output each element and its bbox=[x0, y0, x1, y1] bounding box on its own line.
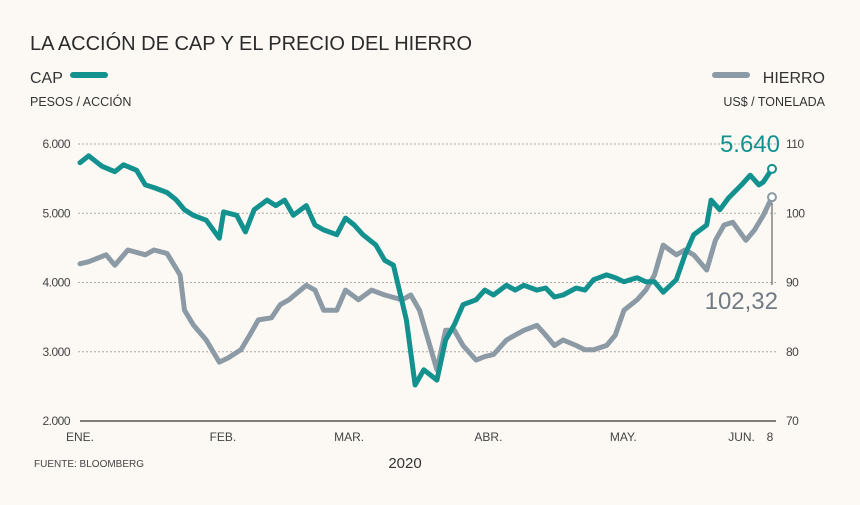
left-tick-label: 6.000 bbox=[42, 137, 70, 151]
right-axis-ticks: 110 100 90 80 70 bbox=[786, 137, 806, 428]
left-tick-label: 5.000 bbox=[42, 206, 70, 220]
x-axis-ticks: ENE. FEB. MAR. ABR. MAY. JUN. 8 bbox=[66, 430, 774, 444]
x-axis-label: 2020 bbox=[388, 455, 421, 472]
right-tick-label: 80 bbox=[786, 345, 799, 359]
left-axis-unit: PESOS / ACCIÓN bbox=[30, 94, 131, 109]
left-axis-ticks: 6.000 5.000 4.000 3.000 2.000 bbox=[42, 137, 71, 428]
series-line-hierro bbox=[77, 194, 775, 373]
legend-cap: CAP PESOS / ACCIÓN bbox=[30, 70, 131, 109]
legend-hierro-label: HIERRO bbox=[763, 70, 825, 87]
legend-hierro: HIERRO US$ / TONELADA bbox=[712, 70, 826, 109]
right-tick-label: 90 bbox=[786, 276, 799, 290]
right-axis-unit: US$ / TONELADA bbox=[723, 95, 825, 109]
x-tick-label: ENE. bbox=[66, 430, 94, 444]
source-note: FUENTE: BLOOMBERG bbox=[34, 459, 144, 470]
x-tick-label: ABR. bbox=[474, 430, 502, 444]
right-tick-label: 100 bbox=[786, 206, 805, 220]
cap-last-value: 5.640 bbox=[720, 131, 780, 158]
x-tick-label: 8 bbox=[767, 430, 774, 444]
x-tick-label: MAY. bbox=[610, 430, 637, 444]
legend-cap-swatch bbox=[70, 72, 108, 78]
annotations: 5.640 102,32 bbox=[705, 131, 780, 315]
hierro-last-value: 102,32 bbox=[705, 288, 778, 315]
last-point-cap bbox=[767, 163, 777, 174]
last-point-hierro bbox=[767, 192, 777, 203]
series bbox=[77, 153, 777, 388]
chart-title: LA ACCIÓN DE CAP Y EL PRECIO DEL HIERRO bbox=[30, 32, 472, 55]
x-tick-label: JUN. bbox=[728, 430, 755, 444]
left-tick-label: 2.000 bbox=[42, 414, 70, 428]
right-tick-label: 110 bbox=[786, 137, 804, 151]
series-line-cap bbox=[77, 153, 775, 388]
left-tick-label: 3.000 bbox=[42, 345, 70, 359]
gridlines bbox=[78, 143, 778, 353]
legend-cap-label: CAP bbox=[30, 70, 63, 87]
x-tick-label: FEB. bbox=[210, 430, 237, 444]
left-tick-label: 4.000 bbox=[42, 276, 70, 290]
x-tick-label: MAR. bbox=[334, 430, 364, 444]
right-tick-label: 70 bbox=[786, 414, 799, 428]
legend-hierro-swatch bbox=[712, 72, 750, 78]
